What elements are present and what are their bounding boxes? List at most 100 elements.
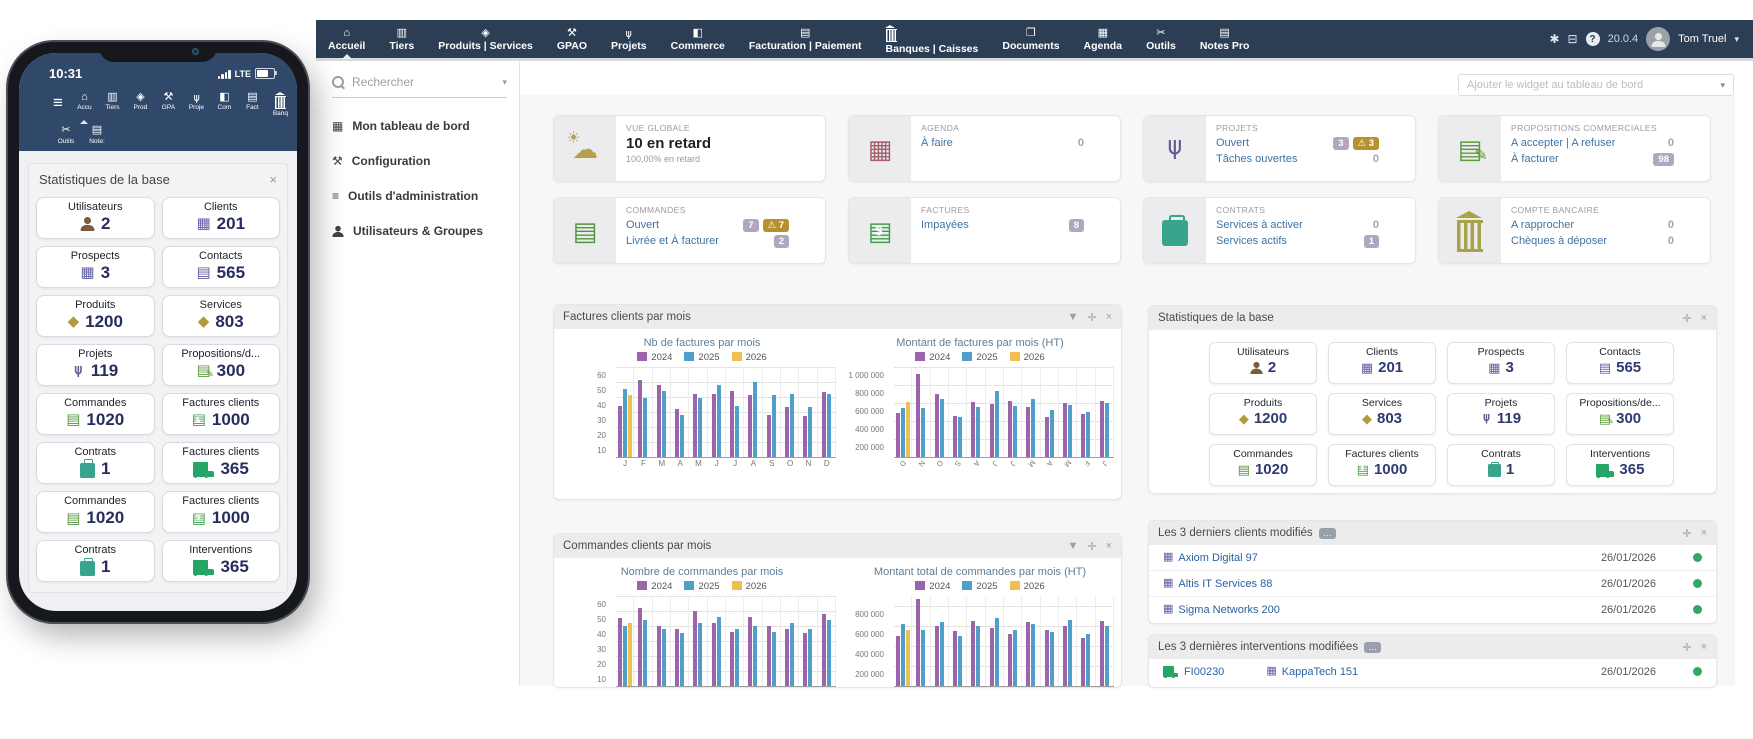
stat-tile-produits[interactable]: Produits ◆ 1200 [1209,393,1317,435]
nav-item-outils[interactable]: ✂ Outils [1146,26,1176,52]
stat-tile-produits: Produits ◆ 1200 [36,294,155,337]
bar-2024 [1081,414,1086,457]
sidebar-item-outils-d-administration[interactable]: ≡ Outils d'administration [332,189,479,203]
truck-icon [1595,463,1614,478]
bar-2024 [711,394,716,457]
client-link[interactable]: ▦ Sigma Networks 200 [1163,603,1280,616]
bar-2025 [1068,620,1073,686]
bar-2025 [790,623,795,686]
client-link[interactable]: ▦ Altis IT Services 88 [1163,577,1273,590]
chevron-down-icon[interactable]: ▾ [502,76,507,87]
stat-tile-projets[interactable]: Projets ⋔ 119 [1447,393,1555,435]
nav-item-produits-services[interactable]: ◈ Produits | Services [438,26,533,52]
close-icon[interactable]: × [1105,539,1112,552]
widget-title: FACTURES [921,205,970,215]
intervention-link[interactable]: FI00230 [1163,664,1224,679]
bar-2025 [958,417,963,457]
stat-tile-factures-clients[interactable]: Factures clients ▤ $1000 [1328,444,1436,486]
ellipsis-icon[interactable]: … [1364,641,1382,653]
invoice-icon: ▤ $ [867,215,893,246]
bar-2025 [958,636,963,686]
stat-tile-propositions-de-[interactable]: Propositions/de... ▤ ✎ 300 [1566,393,1674,435]
sidebar-item-mon-tableau-de-bord[interactable]: ▦ Mon tableau de bord [332,119,470,133]
move-icon[interactable]: ✛ [1087,311,1097,324]
bug-icon[interactable]: ✱ [1549,32,1560,46]
chevron-down-icon[interactable]: ▾ [1734,33,1739,44]
nav-item-gpao[interactable]: ⚒ GPAO [556,26,587,52]
widget-link[interactable]: A accepter | A refuser [1511,137,1616,149]
print-icon[interactable]: ⊟ [1567,32,1578,46]
bar-2024 [934,394,939,457]
move-icon[interactable]: ✛ [1682,641,1692,654]
widget-link[interactable]: À faire [921,137,953,149]
client-link[interactable]: ▦ Axiom Digital 97 [1163,551,1258,564]
stat-tile-services[interactable]: Services ◆ 803 [1328,393,1436,435]
widget-link[interactable]: Services actifs [1216,235,1287,247]
stat-tile-factures-clients: Factures clients ▤ $1000 [161,392,280,435]
help-icon[interactable]: ? [1585,32,1600,46]
close-icon[interactable]: × [1700,640,1707,653]
nav-item-tiers[interactable]: ▥ Tiers [389,26,415,52]
stat-tile-contrats[interactable]: Contrats 1 [1447,444,1555,486]
add-widget-select[interactable]: Ajouter le widget au tableau de bord ▾ [1458,74,1734,96]
move-icon[interactable]: ✛ [1087,540,1097,553]
nav-item-agenda[interactable]: ▦ Agenda [1083,26,1123,52]
modified-date: 26/01/2026 [1600,665,1656,678]
filter-icon[interactable]: ▼ [1067,310,1079,323]
nav-item-documents[interactable]: ❐ Documents [1002,26,1060,52]
sidebar-item-utilisateurs-groupes[interactable]: Utilisateurs & Groupes [332,224,509,238]
client-row: ▦ Axiom Digital 97 26/01/2026 [1149,545,1716,571]
nav-item-banques-caisses[interactable]: Banques | Caisses [874,20,991,58]
stat-tile-prospects[interactable]: Prospects ▦ 3 [1447,342,1555,384]
bar-2025 [1104,626,1109,686]
camera-icon [192,48,199,55]
count-badge: ⚠ 3 [1352,136,1379,150]
client-link[interactable]: ▦ KappaTech 151 [1266,665,1359,678]
widget-link[interactable]: A rapprocher [1511,219,1574,231]
move-icon[interactable]: ✛ [1682,527,1692,540]
search-input[interactable]: Rechercher ▾ [332,75,507,98]
home-indicator [112,611,204,615]
user-menu[interactable]: Tom Truel [1678,33,1727,45]
widget-link[interactable]: Ouvert [1216,137,1250,149]
user-icon [332,225,344,237]
ellipsis-icon[interactable]: … [1318,527,1336,539]
widget-link[interactable]: Livrée et À facturer [626,235,719,247]
bar-2025 [1031,624,1036,686]
widget-link[interactable]: Services à activer [1216,219,1303,231]
widget-link[interactable]: Impayées [921,219,969,231]
widget-link[interactable]: Chèques à déposer [1511,235,1608,247]
widget-link[interactable]: À facturer [1511,153,1559,165]
move-icon[interactable]: ✛ [1682,312,1692,325]
nav-item-accueil[interactable]: ⌂ Accueil [316,20,377,59]
intervention-row: FI00230 ▦ KappaTech 151 26/01/2026 [1149,659,1716,684]
panel-title: Statistiques de la base [1158,312,1274,324]
stat-tile-interventions[interactable]: Interventions 365 [1566,444,1674,486]
nav-item-projets[interactable]: ⋔ Projets [611,27,647,52]
briefcase-icon [80,557,96,577]
sidebar-item-configuration[interactable]: ⚒ Configuration [332,154,431,168]
stat-tile-commandes: Commandes ▤ 1020 [36,392,155,435]
filter-icon[interactable]: ▼ [1067,539,1079,552]
bar-2025 [939,399,944,457]
bar-2024 [766,415,771,457]
stat-tile-utilisateurs[interactable]: Utilisateurs 2 [1209,342,1317,384]
nav-item-facturation-paiement[interactable]: ▤ Facturation | Paiement [748,26,862,52]
nav-item-commerce[interactable]: ◧ Commerce [670,26,725,52]
top-menu: ⌂ Accueil ▥ Tiers ◈ Produits | Services ⚒ GP… [316,20,1261,59]
bar-2025 [976,626,981,686]
add-widget-placeholder: Ajouter le widget au tableau de bord [1467,79,1644,91]
close-icon[interactable]: × [1105,310,1112,323]
stat-tile-commandes[interactable]: Commandes ▤ 1020 [1209,444,1317,486]
panel-title: Les 3 derniers clients modifiés [1158,527,1313,539]
close-icon[interactable]: × [1700,526,1707,539]
close-icon[interactable]: × [1700,311,1707,324]
widget-link[interactable]: Ouvert [626,219,660,231]
stat-tile-contacts[interactable]: Contacts ▤ 565 [1566,342,1674,384]
avatar[interactable] [1646,27,1671,51]
stat-tile-clients[interactable]: Clients ▦ 201 [1328,342,1436,384]
nav-item-notes-pro[interactable]: ▤ Notes Pro [1199,26,1250,52]
bar-2025 [1104,403,1109,457]
widget-link[interactable]: Tâches ouvertes [1216,153,1298,165]
phone-nav-banq: Banq [267,91,294,117]
